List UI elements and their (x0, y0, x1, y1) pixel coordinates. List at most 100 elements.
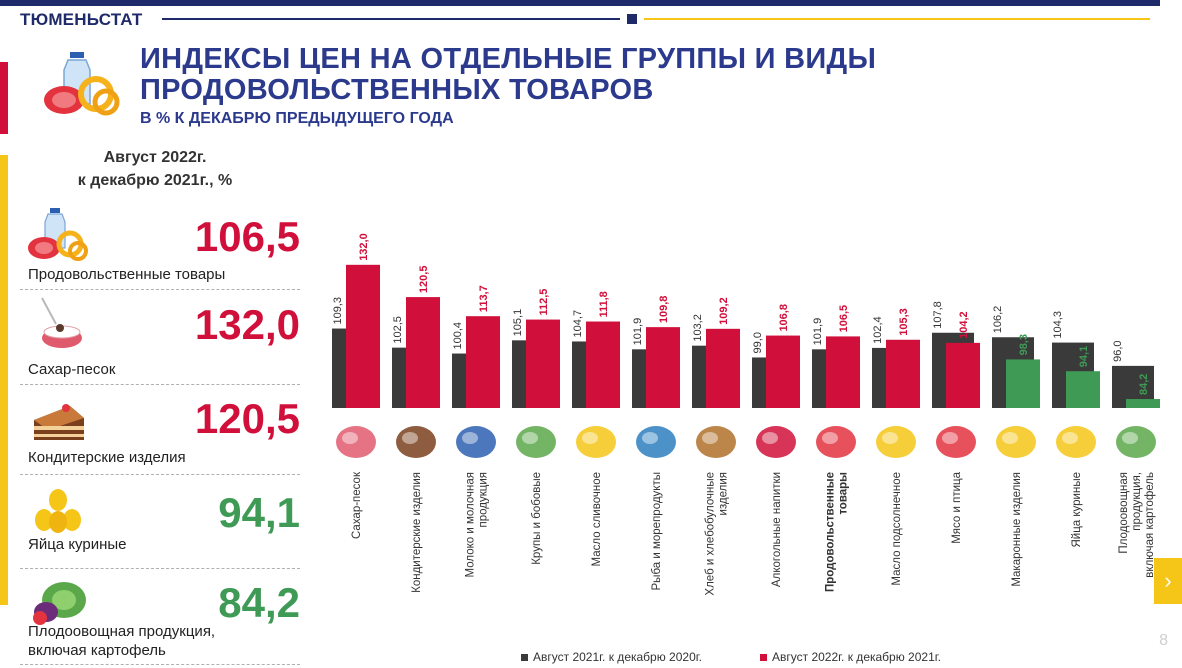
kpi-value: 106,5 (194, 213, 300, 260)
food-basket-icon (44, 52, 120, 116)
data-label-2022: 111,8 (598, 291, 610, 317)
eggs-icon (1056, 426, 1096, 458)
bar-2022 (586, 321, 620, 408)
data-label-2021: 107,8 (932, 301, 944, 329)
category-label: Кондитерские изделия (411, 472, 423, 593)
header-line (162, 18, 620, 20)
data-label-2021: 103,2 (692, 314, 704, 342)
category-label: Макаронные изделия (1011, 472, 1023, 587)
divider (20, 474, 300, 475)
legend-label: Август 2021г. к декабрю 2020г. (533, 650, 702, 664)
data-label-2022: 105,3 (898, 308, 910, 336)
kpi-vegetables: 84,2 Плодоовощная продукция, включая кар… (20, 576, 300, 666)
data-label-2021: 100,4 (452, 322, 464, 350)
fish-icon-highlight (642, 432, 658, 444)
category-label: Масло подсолнечное (891, 472, 903, 586)
data-label-2021: 96,0 (1112, 340, 1124, 361)
beans-icon-highlight (522, 432, 538, 444)
kpi-eggs: 94,1 Яйца куриные (20, 484, 300, 570)
bar-2022 (946, 342, 980, 408)
kpi-label: Кондитерские изделия (28, 449, 186, 466)
beans-icon (516, 426, 556, 458)
sugar-bowl-icon (41, 297, 82, 348)
legend-swatch (521, 653, 528, 661)
category-label: продукция (478, 472, 490, 528)
vegetables-icon (1116, 426, 1156, 458)
kpi-value: 120,5 (194, 395, 300, 442)
data-label-2021: 104,7 (572, 310, 584, 338)
data-label-2022: 98,3 (1018, 334, 1030, 355)
category-label: Масло сливочное (591, 472, 603, 566)
bar-2022 (646, 327, 680, 408)
data-label-2021: 104,3 (1052, 311, 1064, 339)
kpi-label: Продовольственные товары (28, 266, 226, 283)
legend-swatch (760, 653, 767, 661)
sugar-bowl-icon (336, 426, 376, 458)
pasta-icon-highlight (1002, 432, 1018, 444)
legend-label: Август 2022г. к декабрю 2021г. (772, 650, 941, 664)
category-label: Сахар-песок (351, 471, 363, 539)
category-label: Крупы и бобовые (531, 472, 543, 565)
eggs-icon-highlight (1062, 432, 1078, 444)
bar-2022 (1126, 399, 1160, 408)
bar-2022 (886, 339, 920, 408)
alcohol-icon-highlight (762, 432, 778, 444)
header-line-yellow (644, 18, 1150, 20)
category-label: Мясо и птица (951, 471, 963, 543)
meat-icon (936, 426, 976, 458)
page-number: 8 (1159, 632, 1168, 649)
page-title: ИНДЕКСЫ ЦЕН НА ОТДЕЛЬНЫЕ ГРУППЫ И ВИДЫ П… (140, 43, 877, 106)
legend-item-2021: Август 2021г. к декабрю 2020г. (521, 650, 702, 664)
category-label: Хлеб и хлебобулочные (705, 472, 717, 596)
kpi-label: Плодоовощная продукция, включая картофел… (28, 623, 216, 659)
data-label-2021: 102,4 (872, 316, 884, 344)
data-label-2022: 106,8 (778, 304, 790, 332)
data-label-2022: 132,0 (358, 233, 370, 261)
kpi-value: 84,2 (218, 579, 300, 626)
org-name: ТЮМЕНЬСТАТ (20, 10, 143, 29)
kpi-food-products: 106,5 Продовольственные товары (20, 206, 300, 290)
top-border (0, 0, 1160, 6)
header-square (627, 14, 637, 24)
data-label-2022: 109,8 (658, 296, 670, 324)
bar-2022 (1066, 371, 1100, 408)
next-slide-button[interactable]: › (1154, 558, 1182, 604)
data-label-2021: 102,5 (392, 316, 404, 344)
category-label: включая картофель (1144, 472, 1156, 578)
butter-icon-highlight (582, 432, 598, 444)
category-label: Яйца куриные (1071, 472, 1083, 548)
accent-bar-yellow (0, 155, 8, 605)
milk-icon (456, 426, 496, 458)
bar-2022 (526, 319, 560, 408)
food-basket-icon (28, 208, 88, 261)
fish-icon (636, 426, 676, 458)
data-label-2021: 105,1 (512, 309, 524, 337)
alcohol-icon (756, 426, 796, 458)
data-label-2021: 109,3 (332, 297, 344, 325)
category-label: Алкогольные напитки (771, 472, 783, 587)
data-label-2022: 84,2 (1138, 374, 1150, 395)
eggs-icon (35, 489, 81, 533)
bread-icon-highlight (702, 432, 718, 444)
data-label-2022: 106,5 (838, 305, 850, 333)
data-label-2021: 101,9 (812, 318, 824, 346)
accent-bar-red (0, 62, 8, 134)
vegetables-icon (33, 582, 86, 625)
bar-2022 (346, 264, 380, 408)
butter-icon (576, 426, 616, 458)
data-label-2021: 106,2 (992, 306, 1004, 334)
meat-icon-highlight (942, 432, 958, 444)
vegetables-icon-highlight (1122, 432, 1138, 444)
kpi-confectionery: 120,5 Кондитерские изделия (20, 392, 300, 478)
data-label-2022: 120,5 (418, 266, 430, 294)
divider (20, 384, 300, 385)
price-index-bar-chart: 109,3 132,0 Сахар-песок 102,5 120,5 Кондитерс… (332, 233, 1160, 596)
bar-2022 (1006, 359, 1040, 408)
food-basket-icon-highlight (822, 432, 838, 444)
kpi-label: Сахар-песок (28, 361, 116, 378)
bar-2022 (466, 316, 500, 408)
bar-2022 (826, 336, 860, 408)
pasta-icon (996, 426, 1036, 458)
data-label-2021: 99,0 (752, 332, 764, 353)
data-label-2022: 109,2 (718, 297, 730, 325)
